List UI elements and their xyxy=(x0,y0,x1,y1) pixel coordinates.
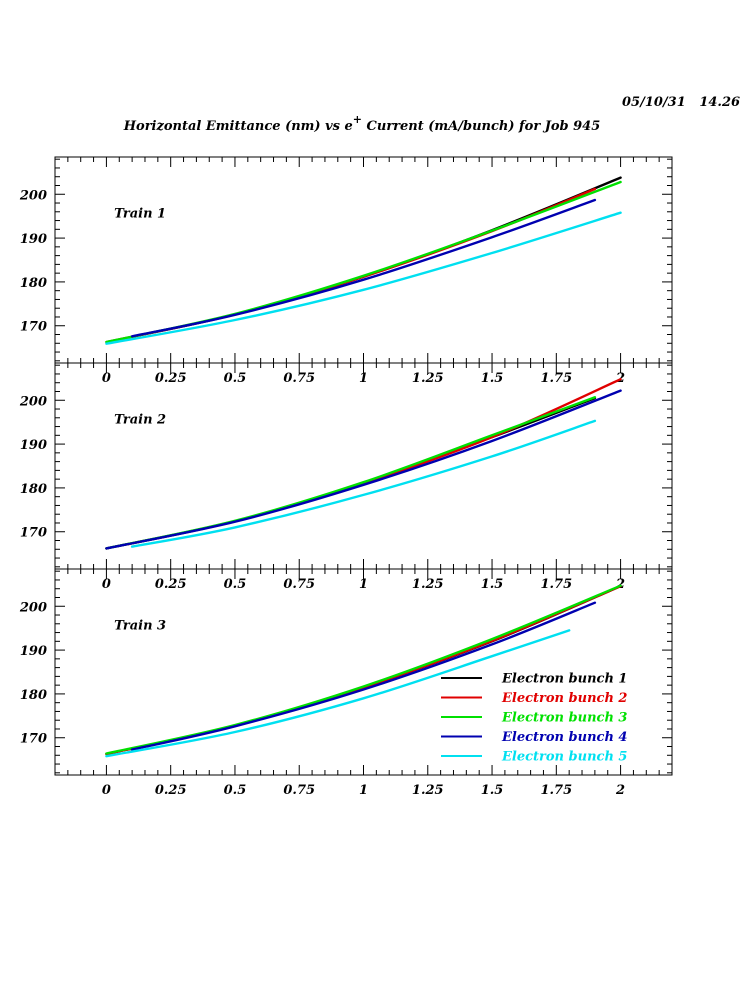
series-line-bunch-5 xyxy=(105,629,571,758)
panel-frame xyxy=(54,362,673,570)
panel-label: Train 3 xyxy=(114,618,166,633)
series-line-bunch-1 xyxy=(105,584,622,756)
x-tick-label: 0.75 xyxy=(283,783,315,798)
y-tick-label: 170 xyxy=(20,320,47,335)
x-tick-label: 0 xyxy=(102,783,111,798)
y-tick-label: 170 xyxy=(20,732,47,747)
x-tick-label: 2 xyxy=(615,577,625,592)
panel-label: Train 2 xyxy=(114,412,166,427)
series-line-bunch-3 xyxy=(105,584,622,755)
x-tick-label: 1.5 xyxy=(481,577,504,592)
series-line-bunch-5 xyxy=(130,419,597,548)
y-tick-label: 180 xyxy=(20,482,47,497)
y-tick-label: 190 xyxy=(20,232,47,247)
x-tick-label: 1.25 xyxy=(412,577,444,592)
series-line-bunch-4 xyxy=(130,198,597,338)
x-tick-label: 1.25 xyxy=(412,783,444,798)
x-tick-label: 0.25 xyxy=(155,371,187,386)
chart-legend: Electron bunch 1 Electron bunch 2 Electron… xyxy=(441,672,627,765)
series-line-bunch-5 xyxy=(105,211,622,345)
x-tick-label: 1.25 xyxy=(412,371,444,386)
series-line-bunch-1 xyxy=(105,396,597,550)
timestamp: 05/10/31 14.26 xyxy=(622,95,741,110)
x-tick-label: 0.5 xyxy=(224,371,247,386)
series-line-bunch-2 xyxy=(105,378,622,550)
x-tick-label: 1.5 xyxy=(481,371,504,386)
y-tick-label: 180 xyxy=(20,688,47,703)
chart-title-superscript: + xyxy=(353,113,362,126)
panel-3: 170 180 190 200 0 0.25 0.5 0.75 1 1.25 1.5 1.75 2 Tra… xyxy=(19,568,673,798)
chart-title-part1: Horizontal Emittance (nm) vs e xyxy=(123,119,353,134)
x-tick-label: 0.75 xyxy=(283,371,315,386)
y-tick-label: 190 xyxy=(20,438,47,453)
legend-label-4: Electron bunch 4 xyxy=(501,730,627,745)
y-tick-label: 170 xyxy=(20,526,47,541)
x-tick-label: 1 xyxy=(359,371,368,386)
y-tick-label: 200 xyxy=(19,394,47,409)
x-tick-label: 0.75 xyxy=(283,577,315,592)
x-tick-label: 0.5 xyxy=(224,783,247,798)
y-tick-label: 200 xyxy=(19,188,47,203)
x-tick-label: 0.25 xyxy=(155,783,187,798)
series-line-bunch-4 xyxy=(105,389,622,550)
series-line-bunch-2 xyxy=(105,187,597,344)
y-tick-label: 180 xyxy=(20,276,47,291)
y-tick-label: 190 xyxy=(20,644,47,659)
x-tick-label: 1.75 xyxy=(540,577,572,592)
series-line-bunch-1 xyxy=(130,176,622,338)
series-line-bunch-3 xyxy=(105,180,622,344)
chart-title-part2: Current (mA/bunch) for Job 945 xyxy=(362,119,600,134)
x-tick-label: 0.5 xyxy=(224,577,247,592)
series-line-bunch-3 xyxy=(105,396,597,550)
x-tick-label: 0 xyxy=(102,577,111,592)
panel-2: 170 180 190 200 0 0.25 0.5 0.75 1 1.25 1.5 1.75 2 Tra… xyxy=(19,362,673,592)
series-line-bunch-2 xyxy=(105,584,622,756)
x-tick-label: 1.75 xyxy=(540,783,572,798)
legend-label-2: Electron bunch 2 xyxy=(501,691,627,706)
panel-label: Train 1 xyxy=(114,206,166,221)
y-tick-label: 200 xyxy=(19,600,47,615)
x-tick-label: 1 xyxy=(359,783,368,798)
legend-label-5: Electron bunch 5 xyxy=(501,750,627,765)
legend-label-1: Electron bunch 1 xyxy=(501,672,627,687)
x-tick-label: 2 xyxy=(615,783,625,798)
x-tick-label: 0.25 xyxy=(155,577,187,592)
chart-title: Horizontal Emittance (nm) vs e+ Current … xyxy=(123,113,601,134)
x-tick-label: 1.5 xyxy=(481,783,504,798)
x-tick-label: 1.75 xyxy=(540,371,572,386)
legend-label-3: Electron bunch 3 xyxy=(501,711,627,726)
x-tick-label: 0 xyxy=(102,371,111,386)
series-line-bunch-4 xyxy=(130,601,597,751)
x-tick-label: 1 xyxy=(359,577,368,592)
